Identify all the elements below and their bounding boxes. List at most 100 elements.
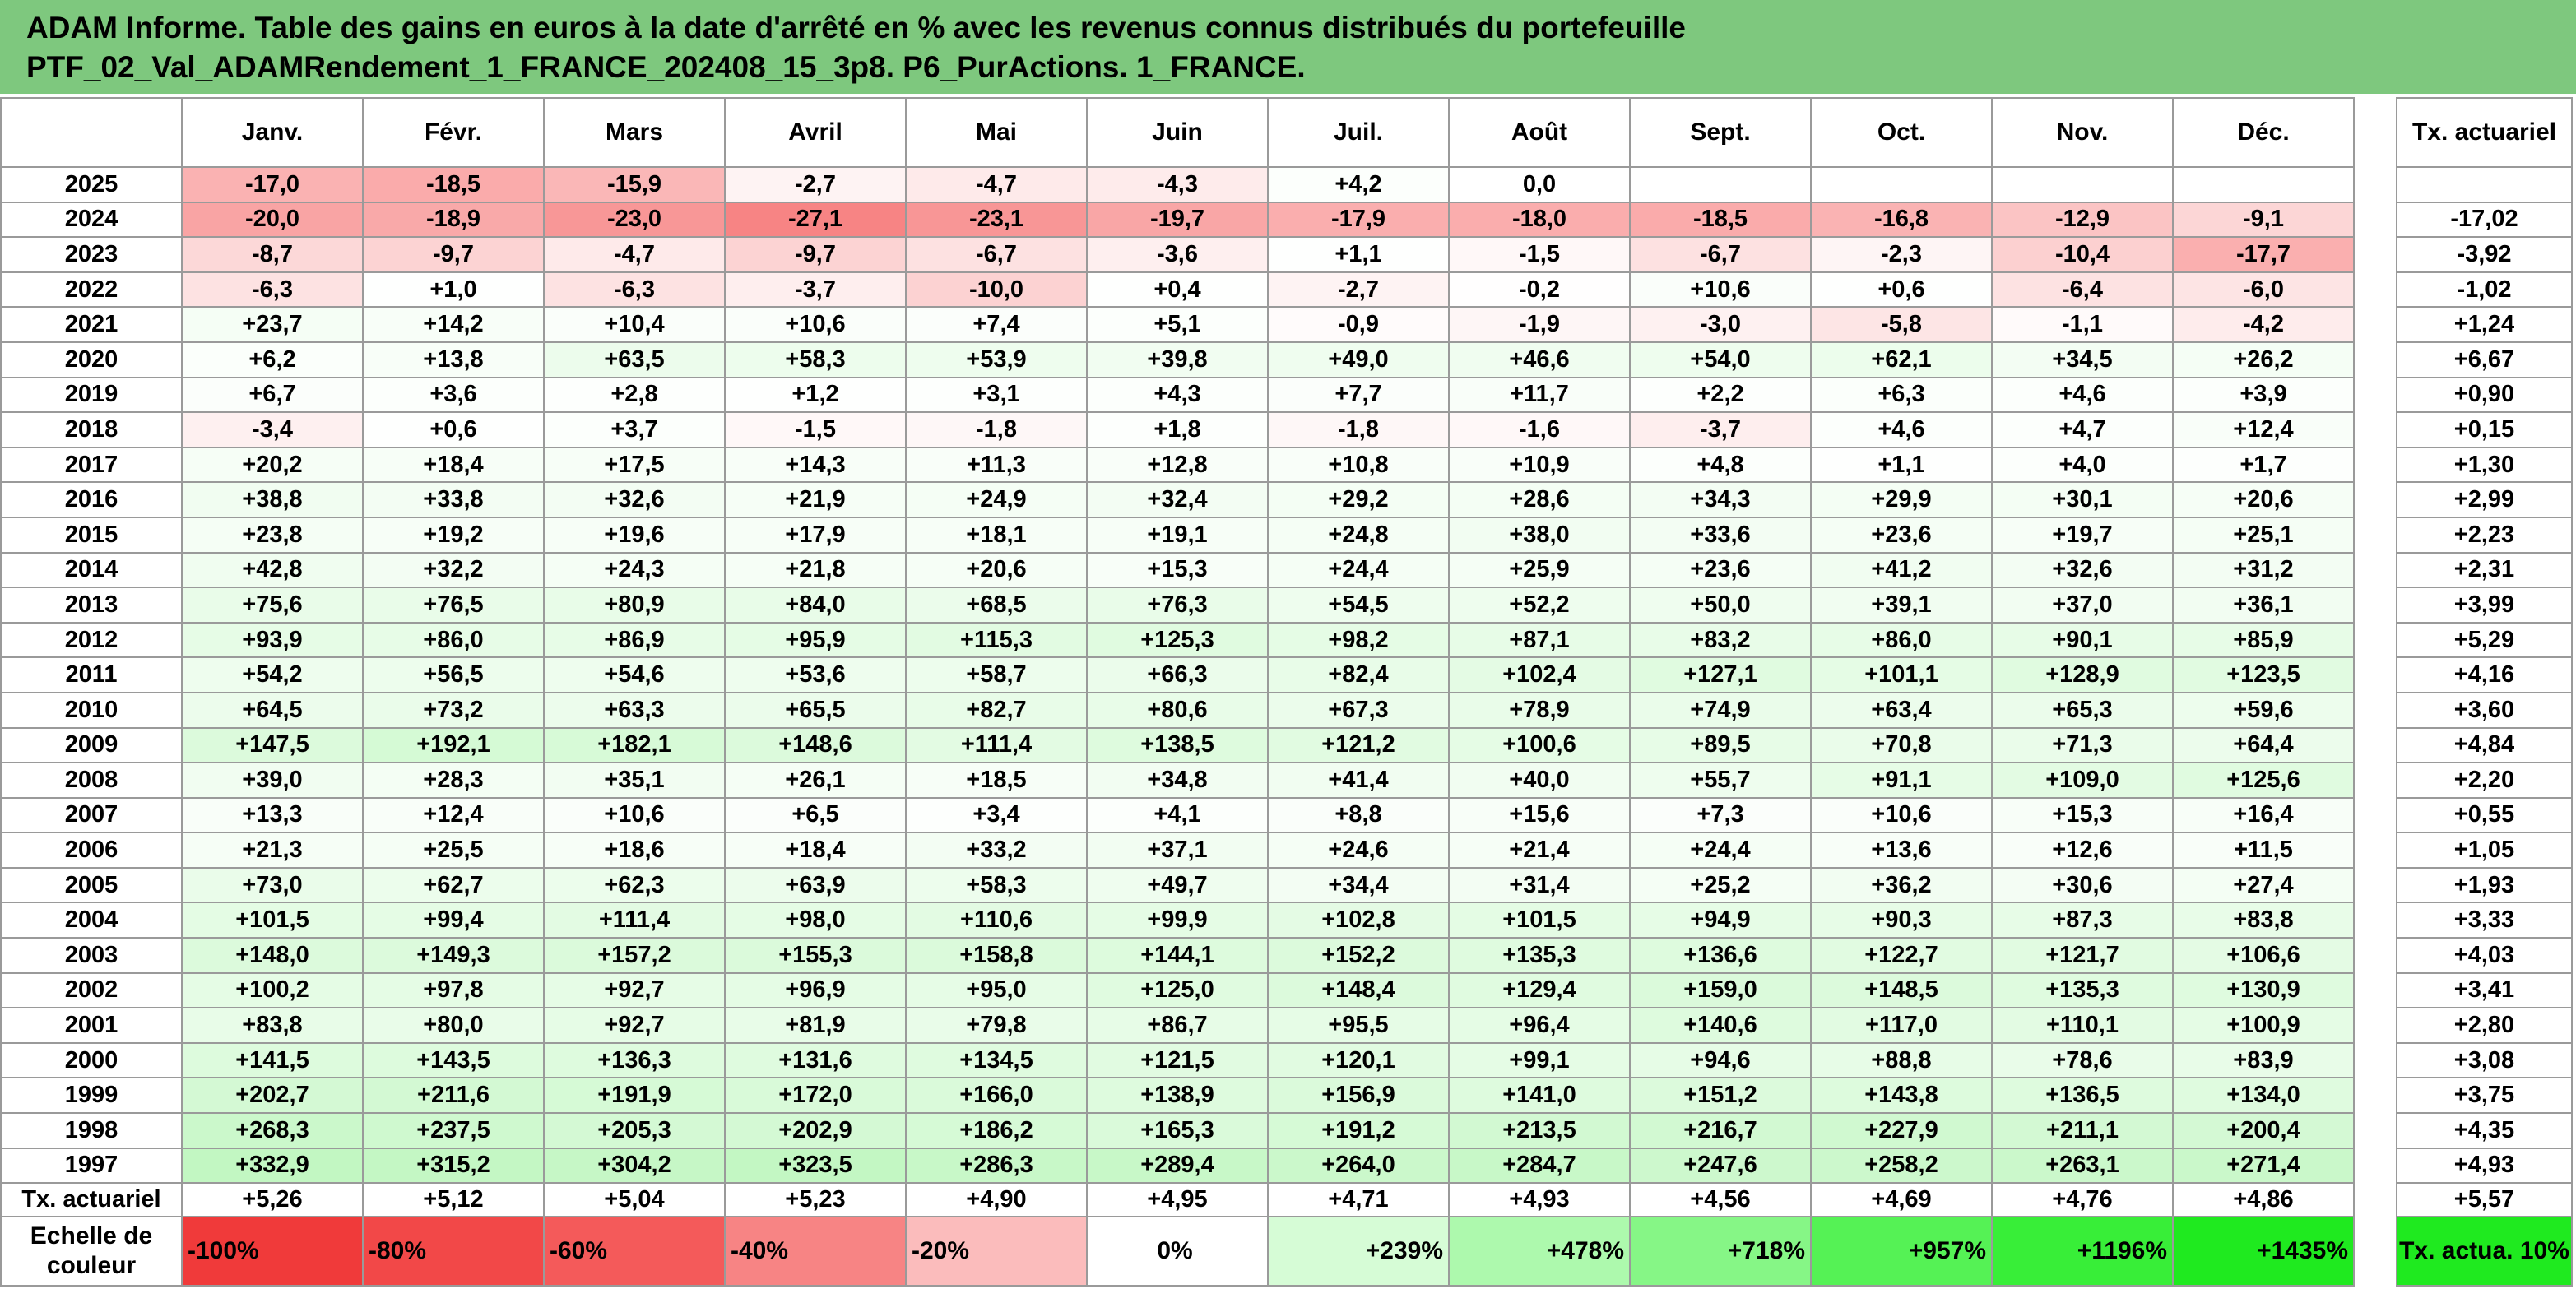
gain-cell: +141,0 bbox=[1448, 1077, 1631, 1115]
gain-cell: +227,9 bbox=[1810, 1112, 1993, 1149]
gain-cell: +63,9 bbox=[724, 866, 907, 904]
month-header: Avril bbox=[724, 97, 907, 168]
gain-cell: +30,1 bbox=[1991, 481, 2174, 518]
table-row: 1997 +332,9 +315,2 +304,2 +323,5 +286,3 +289,4… bbox=[0, 1147, 2355, 1185]
gain-cell: +200,4 bbox=[2172, 1112, 2355, 1149]
gain-cell: +21,9 bbox=[724, 481, 907, 518]
year-label: 2022 bbox=[0, 271, 183, 308]
year-label: 2020 bbox=[0, 341, 183, 378]
gain-cell: +106,6 bbox=[2172, 937, 2355, 974]
gain-cell: +1,1 bbox=[1810, 446, 1993, 484]
gain-cell: -10,4 bbox=[1991, 236, 2174, 273]
gain-cell: +32,4 bbox=[1086, 481, 1269, 518]
gain-cell: +136,5 bbox=[1991, 1077, 2174, 1115]
gain-cell: +71,3 bbox=[1991, 726, 2174, 764]
table-row: 2004 +101,5 +99,4 +111,4 +98,0 +110,6 +99,9 +10… bbox=[0, 902, 2355, 939]
gain-cell: +166,0 bbox=[905, 1077, 1088, 1115]
year-label: 2009 bbox=[0, 726, 183, 764]
gain-cell: +6,3 bbox=[1810, 376, 1993, 414]
gain-cell: +4,0 bbox=[1991, 446, 2174, 484]
gain-cell: +26,2 bbox=[2172, 341, 2355, 378]
gain-cell: +25,5 bbox=[362, 832, 545, 869]
gain-cell: +86,9 bbox=[543, 621, 726, 659]
gain-cell: +96,4 bbox=[1448, 1007, 1631, 1044]
gain-cell: +29,9 bbox=[1810, 481, 1993, 518]
gain-cell: -23,0 bbox=[543, 201, 726, 239]
month-header: Févr. bbox=[362, 97, 545, 168]
gain-cell: +65,3 bbox=[1991, 691, 2174, 729]
year-label: 2003 bbox=[0, 937, 183, 974]
gain-cell: +186,2 bbox=[905, 1112, 1088, 1149]
gain-cell: +19,6 bbox=[543, 516, 726, 554]
gain-cell: +13,8 bbox=[362, 341, 545, 378]
gain-cell: +315,2 bbox=[362, 1147, 545, 1185]
year-label: 2000 bbox=[0, 1041, 183, 1079]
color-scale-cell: -20% bbox=[905, 1216, 1088, 1287]
gain-cell: +33,6 bbox=[1629, 516, 1812, 554]
actuarial-header: Tx. actuariel bbox=[2396, 97, 2573, 168]
gain-cell: -2,7 bbox=[1267, 271, 1450, 308]
gain-cell: +136,6 bbox=[1629, 937, 1812, 974]
gain-cell: +91,1 bbox=[1810, 762, 1993, 799]
year-label: 2012 bbox=[0, 621, 183, 659]
gain-cell: +4,8 bbox=[1629, 446, 1812, 484]
gain-cell: +23,8 bbox=[181, 516, 364, 554]
gain-cell: +28,6 bbox=[1448, 481, 1631, 518]
gain-cell: -0,9 bbox=[1267, 306, 1450, 343]
month-header: Juin bbox=[1086, 97, 1269, 168]
gain-cell: +135,3 bbox=[1448, 937, 1631, 974]
gain-cell: +10,6 bbox=[724, 306, 907, 343]
gain-cell: +192,1 bbox=[362, 726, 545, 764]
gain-cell: +4,3 bbox=[1086, 376, 1269, 414]
table-row: 2001 +83,8 +80,0 +92,7 +81,9 +79,8 +86,7 +95,5 +… bbox=[0, 1007, 2355, 1044]
gain-cell: +83,8 bbox=[181, 1007, 364, 1044]
gain-cell: +158,8 bbox=[905, 937, 1088, 974]
actuarial-month-cell: +5,23 bbox=[724, 1182, 907, 1218]
gain-cell: +3,7 bbox=[543, 411, 726, 448]
gain-cell: +115,3 bbox=[905, 621, 1088, 659]
table-row: 2006 +21,3 +25,5 +18,6 +18,4 +33,2 +37,1 +24,6 +… bbox=[0, 832, 2355, 869]
gain-cell: +16,4 bbox=[2172, 796, 2355, 834]
gain-cell: +31,2 bbox=[2172, 551, 2355, 589]
gain-cell: +7,3 bbox=[1629, 796, 1812, 834]
actuarial-cell: +0,90 bbox=[2396, 376, 2573, 414]
actuarial-cell: +5,29 bbox=[2396, 621, 2573, 659]
gain-cell: +13,3 bbox=[181, 796, 364, 834]
gain-cell: +152,2 bbox=[1267, 937, 1450, 974]
gain-cell: +98,0 bbox=[724, 902, 907, 939]
gain-cell: +191,9 bbox=[543, 1077, 726, 1115]
table-row: 2009 +147,5 +192,1 +182,1 +148,6 +111,4 +138,5… bbox=[0, 726, 2355, 764]
gain-cell: -18,5 bbox=[1629, 201, 1812, 239]
gain-cell: +83,8 bbox=[2172, 902, 2355, 939]
gain-cell: +102,4 bbox=[1448, 656, 1631, 693]
gain-cell: +129,4 bbox=[1448, 971, 1631, 1009]
gain-cell: +65,5 bbox=[724, 691, 907, 729]
gain-cell: +34,8 bbox=[1086, 762, 1269, 799]
gain-cell: +7,7 bbox=[1267, 376, 1450, 414]
gain-cell: +138,9 bbox=[1086, 1077, 1269, 1115]
gain-cell: +4,6 bbox=[1810, 411, 1993, 448]
table-row: 2010 +64,5 +73,2 +63,3 +65,5 +82,7 +80,6 +67,3 +… bbox=[0, 691, 2355, 729]
gain-cell: +138,5 bbox=[1086, 726, 1269, 764]
gain-cell: -3,6 bbox=[1086, 236, 1269, 273]
gain-cell: +37,0 bbox=[1991, 587, 2174, 624]
gain-cell: +21,8 bbox=[724, 551, 907, 589]
gain-cell: -1,5 bbox=[1448, 236, 1631, 273]
actuarial-cell: +4,35 bbox=[2396, 1112, 2573, 1149]
gain-cell: +12,4 bbox=[2172, 411, 2355, 448]
gain-cell: +3,4 bbox=[905, 796, 1088, 834]
gain-cell: +95,9 bbox=[724, 621, 907, 659]
gain-cell: +100,2 bbox=[181, 971, 364, 1009]
gain-cell: +111,4 bbox=[905, 726, 1088, 764]
gain-cell: +140,6 bbox=[1629, 1007, 1812, 1044]
gain-cell: -4,7 bbox=[543, 236, 726, 273]
gain-cell bbox=[2172, 166, 2355, 203]
gain-cell: +73,2 bbox=[362, 691, 545, 729]
gain-cell: +70,8 bbox=[1810, 726, 1993, 764]
gain-cell: +10,6 bbox=[1810, 796, 1993, 834]
gain-cell: +100,6 bbox=[1448, 726, 1631, 764]
year-label: 1999 bbox=[0, 1077, 183, 1115]
header-corner bbox=[0, 97, 183, 168]
gain-cell: -19,7 bbox=[1086, 201, 1269, 239]
table-row: 2014 +42,8 +32,2 +24,3 +21,8 +20,6 +15,3 +24,4 +… bbox=[0, 551, 2355, 589]
